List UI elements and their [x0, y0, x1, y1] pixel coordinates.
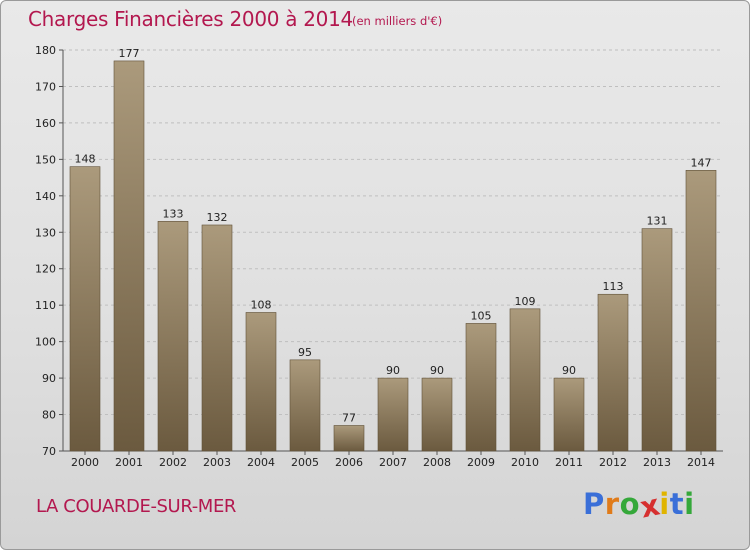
x-tick-label-2014: 2014 — [687, 456, 715, 469]
y-tick-label: 150 — [35, 153, 56, 166]
bar-2005 — [289, 359, 321, 452]
bar-2000 — [69, 166, 101, 452]
value-label-2008: 90 — [430, 364, 444, 377]
x-tick-label-2005: 2005 — [291, 456, 319, 469]
value-label-2003: 132 — [207, 211, 228, 224]
bar-2008 — [421, 377, 453, 452]
y-tick-label: 120 — [35, 263, 56, 276]
x-tick-label-2001: 2001 — [115, 456, 143, 469]
proxiti-logo: Proxiti — [583, 487, 695, 525]
chart-title: Charges Financières 2000 à 2014 — [28, 7, 353, 31]
x-tick-label-2012: 2012 — [599, 456, 627, 469]
x-tick-label-2006: 2006 — [335, 456, 363, 469]
value-label-2007: 90 — [386, 364, 400, 377]
y-tick-label: 100 — [35, 336, 56, 349]
bar-2010 — [509, 308, 541, 452]
bar-2006 — [333, 425, 365, 452]
logo-letter: i — [684, 487, 695, 521]
x-tick-label-2007: 2007 — [379, 456, 407, 469]
logo-letter: t — [669, 487, 685, 521]
value-label-2001: 177 — [119, 47, 140, 60]
value-label-2009: 105 — [471, 309, 492, 322]
y-tick-label: 90 — [42, 372, 56, 385]
bars — [69, 60, 717, 452]
value-label-2010: 109 — [515, 295, 536, 308]
value-label-2012: 113 — [603, 280, 624, 293]
commune-name: LA COUARDE-SUR-MER — [36, 496, 237, 517]
value-label-2014: 147 — [691, 156, 712, 169]
bar-2009 — [465, 323, 497, 452]
x-tick-label-2011: 2011 — [555, 456, 583, 469]
bar-2004 — [245, 312, 277, 452]
x-tick-label-2009: 2009 — [467, 456, 495, 469]
bar-2012 — [597, 293, 629, 452]
y-tick-label: 140 — [35, 190, 56, 203]
y-tick-label: 130 — [35, 226, 56, 239]
bar-2002 — [157, 221, 189, 452]
logo-letter: P — [583, 487, 605, 521]
x-tick-label-2010: 2010 — [511, 456, 539, 469]
bar-2007 — [377, 377, 409, 452]
x-tick-label-2013: 2013 — [643, 456, 671, 469]
value-label-2006: 77 — [342, 411, 356, 424]
y-tick-label: 160 — [35, 117, 56, 130]
x-tick-label-2008: 2008 — [423, 456, 451, 469]
x-tick-label-2003: 2003 — [203, 456, 231, 469]
value-label-2004: 108 — [251, 298, 272, 311]
x-tick-label-2004: 2004 — [247, 456, 275, 469]
bar-2003 — [201, 224, 233, 452]
bar-2013 — [641, 228, 673, 452]
value-label-2000: 148 — [75, 153, 96, 166]
value-label-2005: 95 — [298, 346, 312, 359]
logo-letter: r — [604, 487, 620, 521]
labels: 70 80 90 100 110 120 130 140 150 160 170 180 148 2000… — [35, 44, 715, 469]
y-tick-label: 170 — [35, 80, 56, 93]
chart-subtitle: (en milliers d'€) — [352, 14, 443, 28]
logo-letter: i — [659, 487, 670, 521]
y-tick-label: 80 — [42, 409, 56, 422]
bar-2014 — [685, 170, 717, 452]
value-label-2013: 131 — [647, 215, 668, 228]
y-tick-label: 180 — [35, 44, 56, 57]
x-tick-label-2002: 2002 — [159, 456, 187, 469]
bar-2001 — [113, 60, 145, 452]
y-tick-label: 70 — [42, 445, 56, 458]
y-tick-label: 110 — [35, 299, 56, 312]
logo-letter: o — [619, 487, 641, 521]
bar-2011 — [553, 377, 585, 452]
value-label-2011: 90 — [562, 364, 576, 377]
value-label-2002: 133 — [163, 207, 184, 220]
x-tick-label-2000: 2000 — [71, 456, 99, 469]
